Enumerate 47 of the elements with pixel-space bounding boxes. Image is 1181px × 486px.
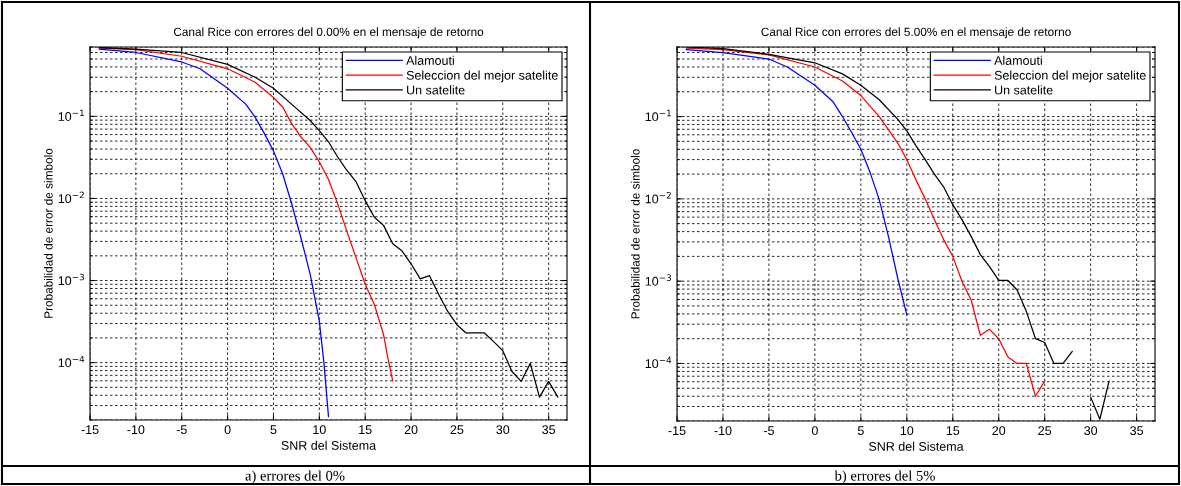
x-axis-title: SNR del Sistema: [868, 441, 964, 451]
y-tick-label: 10$^{−4}$: [58, 355, 85, 368]
x-tick-label: 0: [224, 425, 231, 435]
x-tick-label: 10: [900, 426, 914, 436]
legend-label: Alamouti: [994, 55, 1042, 65]
x-tick-label: 30: [496, 425, 510, 435]
legend-label: Un satelite: [995, 85, 1053, 95]
y-tick-label: 10$^{−3}$: [58, 273, 84, 286]
y-tick-label: 10$^{−3}$: [645, 274, 671, 286]
x-tick-label: 0: [811, 426, 818, 436]
legend-label: Seleccion del mejor satelite: [406, 70, 558, 83]
x-tick-label: -5: [763, 426, 774, 436]
x-tick-label: -10: [127, 425, 145, 435]
x-tick-label: 35: [1130, 426, 1144, 436]
text: a) errores del 0%: [245, 470, 345, 484]
x-tick-label: 5: [270, 425, 277, 435]
y-tick-label: 10$^{−2}$: [645, 192, 671, 204]
text: b) errores del 5%: [834, 470, 935, 484]
legend-label: Seleccion del mejor satelite: [994, 70, 1146, 83]
x-tick-label: 25: [1038, 426, 1052, 436]
chart-title: Canal Rice con errores del 5.00% en el mensaje de retorno: [761, 27, 1071, 39]
legend-label: Un satelite: [407, 85, 465, 95]
x-tick-label: 15: [946, 426, 960, 436]
y-tick-label: 10$^{−1}$: [58, 109, 84, 121]
x-axis-title: SNR del Sistema: [281, 440, 377, 450]
x-tick-label: -15: [668, 426, 686, 436]
x-tick-label: -15: [81, 425, 99, 435]
line-series: [685, 49, 908, 316]
x-tick-label: 10: [313, 425, 326, 435]
x-tick-label: 20: [992, 426, 1006, 436]
line-series: [98, 48, 330, 418]
x-tick-label: 35: [542, 425, 556, 435]
legend-label: Alamouti: [406, 55, 454, 65]
x-tick-label: 15: [359, 425, 372, 435]
x-tick-label: -5: [176, 425, 187, 435]
y-tick-label: 10$^{−4}$: [645, 356, 672, 369]
chart-title: Canal Rice con errores del 0.00% en el mensaje de retorno: [173, 27, 484, 39]
x-tick-label: 25: [450, 425, 464, 435]
y-axis-title: Probabilidad de error de simbolo: [43, 148, 53, 318]
y-axis-title: Probabilidad de error de simbolo: [630, 149, 640, 319]
x-tick-label: 30: [1084, 426, 1098, 436]
y-tick-label: 10$^{−1}$: [645, 109, 671, 122]
y-tick-label: 10$^{−2}$: [58, 191, 84, 204]
x-tick-label: -10: [714, 426, 732, 436]
line-series: [98, 47, 394, 382]
x-tick-label: 5: [857, 426, 864, 436]
x-tick-label: 20: [404, 425, 418, 435]
